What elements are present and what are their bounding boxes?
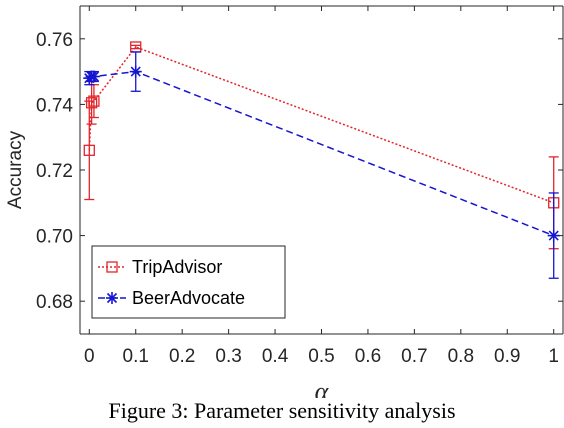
y-tick-label: 0.72 xyxy=(36,161,73,182)
x-tick-label: 0 xyxy=(84,346,95,367)
legend: TripAdvisor BeerAdvocate xyxy=(91,245,286,319)
data-point-beeradvocate xyxy=(129,65,142,78)
legend-label: BeerAdvocate xyxy=(132,288,245,308)
x-tick-label: 0.6 xyxy=(355,346,381,367)
chart-figure: 0 0.1 0.2 0.3 0.4 0.5 0.6 0.7 0.8 0.9 1 0.68 0.70 0.7… xyxy=(5,5,564,398)
legend-marker xyxy=(106,261,118,273)
y-tick-label: 0.74 xyxy=(36,95,73,116)
series-beeradvocate xyxy=(83,51,560,279)
y-tick-label: 0.70 xyxy=(36,227,73,248)
series-layer xyxy=(83,41,560,279)
legend-item-tripadvisor: TripAdvisor xyxy=(98,257,222,277)
x-tick-label: 0.3 xyxy=(215,346,241,367)
y-axis-label: Accuracy xyxy=(5,130,26,209)
error-bar-tripadvisor xyxy=(130,44,141,50)
legend-box xyxy=(91,245,286,319)
y-tick-label: 0.76 xyxy=(36,30,73,51)
x-tick-label: 0.5 xyxy=(308,346,334,367)
y-tick-label: 0.68 xyxy=(36,292,73,313)
x-tick-label: 1 xyxy=(548,346,559,367)
figure-caption: Figure 3: Parameter sensitivity analysis xyxy=(108,398,456,423)
legend-item-beeradvocate: BeerAdvocate xyxy=(98,288,245,308)
x-tick-label: 0.1 xyxy=(123,346,149,367)
data-point-beeradvocate xyxy=(547,229,560,242)
legend-marker xyxy=(106,292,118,304)
legend-label: TripAdvisor xyxy=(132,257,222,277)
data-point-tripadvisor xyxy=(88,95,100,107)
axes-layer: 0 0.1 0.2 0.3 0.4 0.5 0.6 0.7 0.8 0.9 1 0.68 0.70 0.7… xyxy=(5,5,564,398)
x-tick-label: 0.7 xyxy=(401,346,427,367)
x-tick-label: 0.4 xyxy=(262,346,289,367)
data-point-tripadvisor xyxy=(85,97,98,109)
x-tick-label: 0.9 xyxy=(494,346,520,367)
x-axis-label: α xyxy=(315,377,330,398)
data-point-beeradvocate xyxy=(87,70,100,83)
data-point-tripadvisor xyxy=(83,144,95,156)
x-tick-label: 0.2 xyxy=(169,346,195,367)
x-tick-label: 0.8 xyxy=(448,346,474,367)
